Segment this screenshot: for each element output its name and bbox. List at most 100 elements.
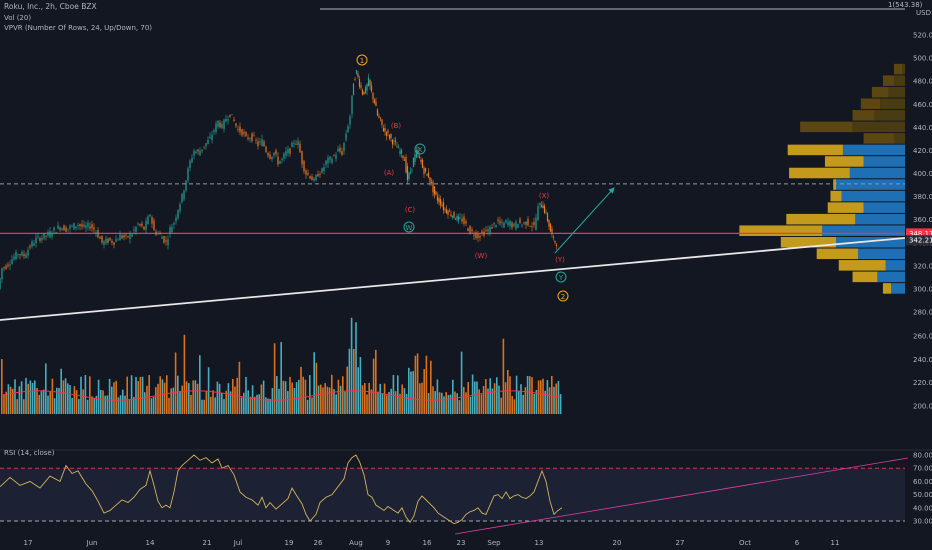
- candle-body: [71, 225, 73, 227]
- candle-body: [388, 135, 391, 139]
- volume-bar: [144, 392, 146, 414]
- candle-body: [199, 150, 201, 156]
- volume-bar: [256, 394, 258, 414]
- candle-body: [161, 237, 163, 239]
- candle-body: [367, 77, 370, 86]
- volume-bar: [126, 376, 128, 414]
- rsi-tick-label: 70.00: [913, 465, 932, 473]
- candle-body: [439, 199, 442, 206]
- candle-body: [501, 222, 503, 224]
- candle-body: [335, 154, 337, 159]
- candle-body: [253, 135, 255, 137]
- volume-bar: [535, 390, 538, 414]
- volume-bar: [23, 399, 25, 414]
- candle-body: [45, 235, 47, 237]
- volume-bar: [306, 399, 309, 414]
- candle-body: [360, 85, 362, 88]
- volume-bar: [42, 389, 45, 414]
- candle-body: [525, 221, 527, 225]
- candle-body: [517, 224, 519, 228]
- candle-body: [414, 154, 416, 162]
- volume-bar: [522, 394, 524, 414]
- time-tick-label: 19: [285, 539, 294, 547]
- volume-bar: [245, 376, 247, 414]
- price-label-box: [906, 228, 932, 239]
- candle-body: [275, 150, 277, 155]
- wave-2-label: 2: [557, 290, 569, 302]
- symbol-title: Roku, Inc., 2h, Cboe BZX: [4, 2, 97, 11]
- volume-profile-sell-bar: [863, 133, 894, 144]
- volume-bar: [7, 384, 10, 414]
- candle-body: [273, 152, 275, 156]
- price-tick-label: 440.00: [913, 124, 932, 132]
- volume-bar: [36, 388, 38, 414]
- candle-body: [13, 256, 15, 260]
- volume-bar: [234, 386, 236, 414]
- candle-body: [239, 126, 241, 133]
- candle-body: [297, 141, 299, 145]
- candle-body: [83, 224, 85, 227]
- candle-body: [451, 216, 454, 218]
- rsi-indicator-label: RSI (14, close): [4, 449, 55, 457]
- svg-text:2: 2: [561, 293, 565, 301]
- volume-bar: [412, 371, 414, 414]
- volume-bar: [375, 349, 377, 414]
- volume-bar: [540, 380, 542, 414]
- candle-body: [420, 159, 422, 162]
- volume-bar: [89, 376, 91, 414]
- candle-body: [354, 79, 356, 80]
- candle-body: [63, 225, 65, 231]
- candle-body: [179, 204, 181, 212]
- candle-body: [47, 232, 49, 236]
- candle-body: [311, 176, 313, 181]
- volume-bar: [97, 379, 100, 414]
- rising-trendline[interactable]: [0, 237, 906, 321]
- candle-body: [15, 251, 17, 260]
- volume-profile-sell-bar: [852, 271, 878, 283]
- candle-body: [469, 225, 471, 234]
- time-tick-label: 17: [24, 539, 33, 547]
- volume-profile-sell-bar: [824, 156, 864, 167]
- candle-body: [39, 238, 41, 242]
- volume-bar: [533, 393, 535, 414]
- candle-body: [59, 227, 61, 230]
- candle-body: [321, 168, 323, 173]
- candle-body: [535, 217, 537, 230]
- candle-body: [355, 70, 358, 74]
- price-tick-label: 320.00: [913, 262, 932, 270]
- volume-bar: [115, 380, 117, 414]
- volume-bar: [480, 394, 483, 414]
- volume-bar: [20, 381, 23, 414]
- volume-profile-sell-bar: [786, 213, 856, 225]
- volume-bar: [518, 391, 520, 414]
- price-tick-label: 480.00: [913, 78, 932, 86]
- candle-body: [475, 232, 477, 239]
- projection-arrow[interactable]: [554, 187, 615, 254]
- volume-bar: [119, 395, 122, 414]
- candle-body: [499, 220, 501, 224]
- candle-body: [159, 232, 161, 235]
- candle-body: [394, 140, 397, 142]
- candle-body: [251, 133, 253, 142]
- candle-body: [503, 222, 505, 228]
- volume-bar: [5, 391, 7, 414]
- candle-body: [263, 141, 265, 147]
- candle-body: [139, 223, 141, 226]
- time-tick-label: 23: [457, 539, 466, 547]
- volume-bar: [67, 383, 69, 414]
- time-tick-label: 21: [203, 539, 212, 547]
- candle-body: [445, 209, 448, 213]
- candle-body: [523, 222, 525, 224]
- candle-body: [99, 237, 101, 239]
- candle-body: [483, 231, 485, 236]
- volume-bar: [47, 395, 49, 414]
- volume-profile-buy-bar: [863, 202, 905, 213]
- candle-body: [384, 128, 386, 132]
- currency-label: USD: [916, 9, 931, 17]
- candle-body: [539, 202, 541, 205]
- volume-bar: [515, 375, 518, 414]
- volume-bar: [399, 393, 401, 414]
- candle-body: [247, 137, 249, 140]
